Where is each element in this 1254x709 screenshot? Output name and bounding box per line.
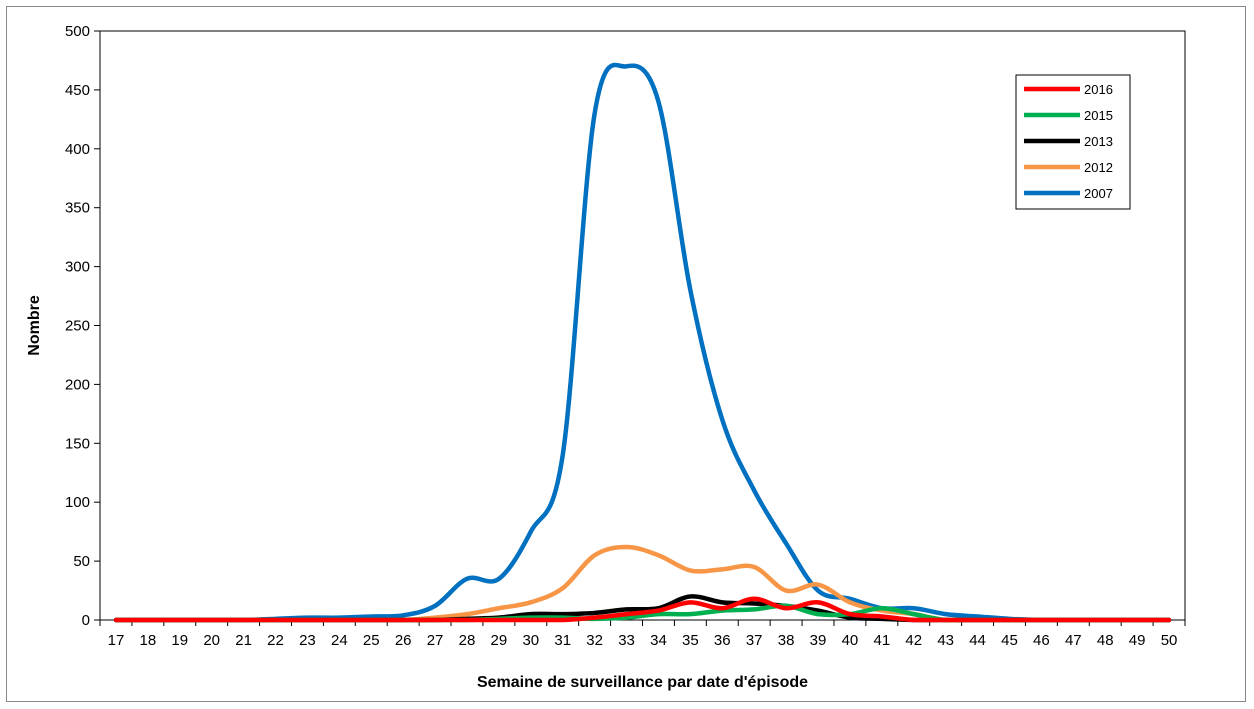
y-tick-label: 200 — [65, 376, 90, 393]
y-tick-label: 250 — [65, 318, 90, 335]
x-tick-label: 47 — [1065, 632, 1082, 649]
x-tick-label: 31 — [554, 632, 571, 649]
x-tick-label: 43 — [937, 632, 954, 649]
legend-label-2012: 2012 — [1084, 160, 1113, 175]
x-tick-label: 28 — [459, 632, 476, 649]
y-tick-label: 150 — [65, 435, 90, 452]
x-tick-label: 24 — [331, 632, 348, 649]
x-tick-label: 29 — [491, 632, 508, 649]
x-tick-label: 36 — [714, 632, 731, 649]
x-tick-label: 50 — [1161, 632, 1178, 649]
legend: 2016 2015 2013 2012 2007 — [1015, 74, 1131, 210]
chart-frame: 0 50 100 150 200 250 300 350 400 450 500 17 18 19 20 21… — [6, 6, 1246, 702]
y-tick-label: 450 — [65, 82, 90, 99]
legend-label-2007: 2007 — [1084, 186, 1113, 201]
x-tick-label: 32 — [586, 632, 603, 649]
series-line-2007 — [113, 62, 1172, 623]
x-axis-title: Semaine de surveillance par date d'épiso… — [477, 674, 808, 691]
x-tick-label: 42 — [905, 632, 922, 649]
x-tick-label: 34 — [650, 632, 667, 649]
x-tick-label: 38 — [778, 632, 795, 649]
x-tick-label: 48 — [1097, 632, 1114, 649]
x-tick-label: 37 — [746, 632, 763, 649]
y-tick-label: 100 — [65, 494, 90, 511]
x-tick-label: 21 — [235, 632, 252, 649]
series-line-2016 — [113, 596, 1172, 623]
y-tick-label: 50 — [73, 553, 90, 570]
x-tick-label: 30 — [522, 632, 539, 649]
x-tick-label: 26 — [395, 632, 412, 649]
y-tick-label: 500 — [65, 23, 90, 40]
x-tick-label: 23 — [299, 632, 316, 649]
x-tick-label: 44 — [969, 632, 986, 649]
x-tick-label: 27 — [427, 632, 444, 649]
x-tick-label: 41 — [873, 632, 890, 649]
y-axis-title: Nombre — [26, 295, 43, 356]
x-tick-label: 35 — [682, 632, 699, 649]
x-tick-label: 33 — [618, 632, 635, 649]
series-lines — [113, 62, 1172, 623]
legend-label-2013: 2013 — [1084, 134, 1113, 149]
x-tick-label: 46 — [1033, 632, 1050, 649]
y-tick-label: 0 — [82, 612, 90, 629]
x-tick-label: 40 — [842, 632, 859, 649]
x-tick-label: 20 — [203, 632, 220, 649]
y-tick-label: 400 — [65, 141, 90, 158]
x-tick-label: 39 — [810, 632, 827, 649]
x-tick-label: 49 — [1129, 632, 1146, 649]
x-tick-label: 19 — [171, 632, 188, 649]
x-tick-label: 25 — [363, 632, 380, 649]
x-tick-label: 18 — [140, 632, 157, 649]
y-tick-label: 350 — [65, 200, 90, 217]
axes: 0 50 100 150 200 250 300 350 400 450 500 17 18 19 20 21… — [65, 23, 1186, 649]
line-chart: 0 50 100 150 200 250 300 350 400 450 500 17 18 19 20 21… — [26, 23, 1186, 691]
legend-label-2015: 2015 — [1084, 108, 1113, 123]
y-tick-label: 300 — [65, 259, 90, 276]
legend-label-2016: 2016 — [1084, 82, 1113, 97]
x-tick-label: 17 — [108, 632, 125, 649]
x-tick-label: 22 — [267, 632, 284, 649]
x-tick-label: 45 — [1001, 632, 1018, 649]
